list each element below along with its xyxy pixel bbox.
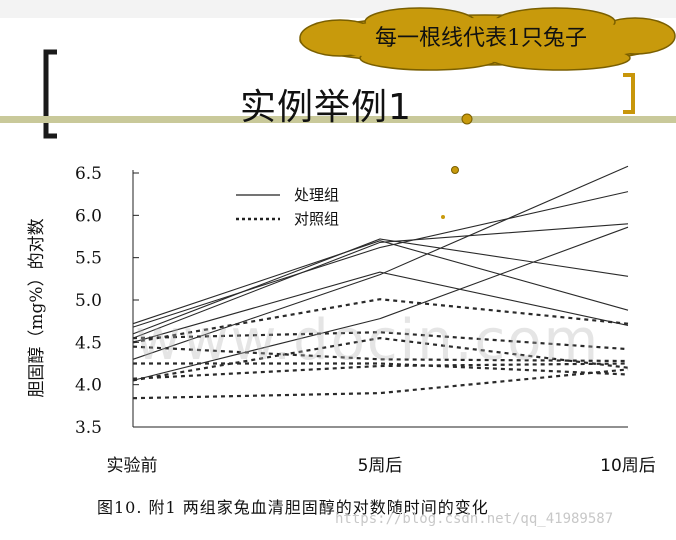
treatment-series-line-4 <box>132 238 629 335</box>
control-series-line-9 <box>132 331 629 351</box>
accent-dot-large <box>461 113 473 125</box>
title-underline-bar <box>0 116 676 123</box>
y-tick-label: 4.0 <box>75 376 102 396</box>
x-tick-label: 实验前 <box>107 456 158 476</box>
y-ticks: 3.5 4.0 4.5 5.0 5.5 6.0 6.5 实验前 5周后 10周后 <box>75 164 656 476</box>
slide-title: 实例举例1 <box>240 87 412 128</box>
y-tick-label: 4.5 <box>75 333 102 353</box>
control-series-line-8 <box>132 298 629 344</box>
legend-label: 对照组 <box>294 210 339 228</box>
treatment-series-line-3 <box>132 223 629 339</box>
x-tick-label: 10周后 <box>600 456 656 476</box>
control-series-line-13 <box>132 362 629 380</box>
series-layer <box>132 165 629 400</box>
treatment-series-line-7 <box>132 226 629 381</box>
y-tick-label: 6.5 <box>75 164 102 184</box>
y-tick-label: 6.0 <box>75 206 102 226</box>
legend-label: 处理组 <box>294 186 339 204</box>
treatment-series-line-5 <box>132 271 629 343</box>
accent-dot-small <box>441 215 445 219</box>
cloud-shape <box>299 7 676 71</box>
accent-dot-medium <box>451 166 459 174</box>
figure-caption: 图10. 附1 两组家兔血清胆固醇的对数随时间的变化 <box>97 498 489 517</box>
y-tick-label: 5.0 <box>75 291 102 311</box>
treatment-series-line-2 <box>132 191 629 328</box>
y-tick-label: 3.5 <box>75 418 102 438</box>
x-tick-label: 5周后 <box>358 456 403 476</box>
control-series-line-14 <box>132 368 629 400</box>
right-bracket <box>623 73 635 114</box>
watermark-url: https://blog.csdn.net/qq_41989587 <box>335 511 614 527</box>
treatment-series-line-6 <box>132 165 629 360</box>
y-axis-label: 胆固醇（mg%）的对数 <box>27 218 47 397</box>
control-series-line-11 <box>132 345 629 363</box>
y-tick-label: 5.5 <box>75 249 102 269</box>
control-series-line-12 <box>133 362 629 376</box>
control-series-line-10 <box>132 336 629 382</box>
left-bracket <box>43 49 57 139</box>
cloud-note: 每一根线代表1只兔子 <box>375 26 587 51</box>
treatment-series-line-1 <box>132 240 629 325</box>
